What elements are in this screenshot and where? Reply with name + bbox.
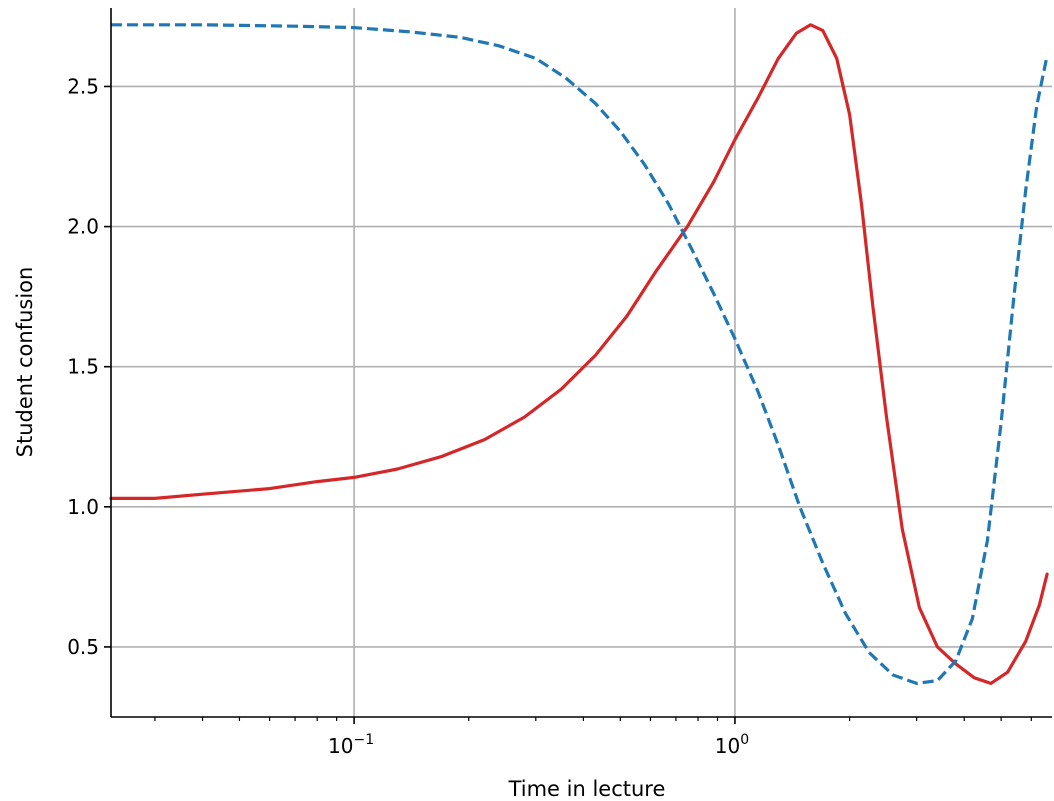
x-axis-label: Time in lecture (508, 777, 666, 801)
series-line-1 (109, 23, 1049, 686)
ticks: 0.5 1.0 1.5 2.0 2.5 10−1 100 (67, 74, 1032, 758)
series-line-2 (111, 23, 1049, 686)
y-tick-label: 2.0 (67, 215, 99, 239)
series-layer (109, 23, 1049, 686)
y-tick-label: 0.5 (67, 635, 99, 659)
axes (110, 8, 1052, 718)
x-tick-label: 10−1 (328, 732, 374, 758)
y-tick-label: 1.5 (67, 355, 99, 379)
x-tick-label: 100 (715, 732, 749, 758)
y-axis-label: Student confusion (13, 267, 37, 458)
y-tick-label: 1.0 (67, 495, 99, 519)
y-tick-label: 2.5 (67, 74, 99, 98)
grid-lines (111, 8, 1052, 717)
